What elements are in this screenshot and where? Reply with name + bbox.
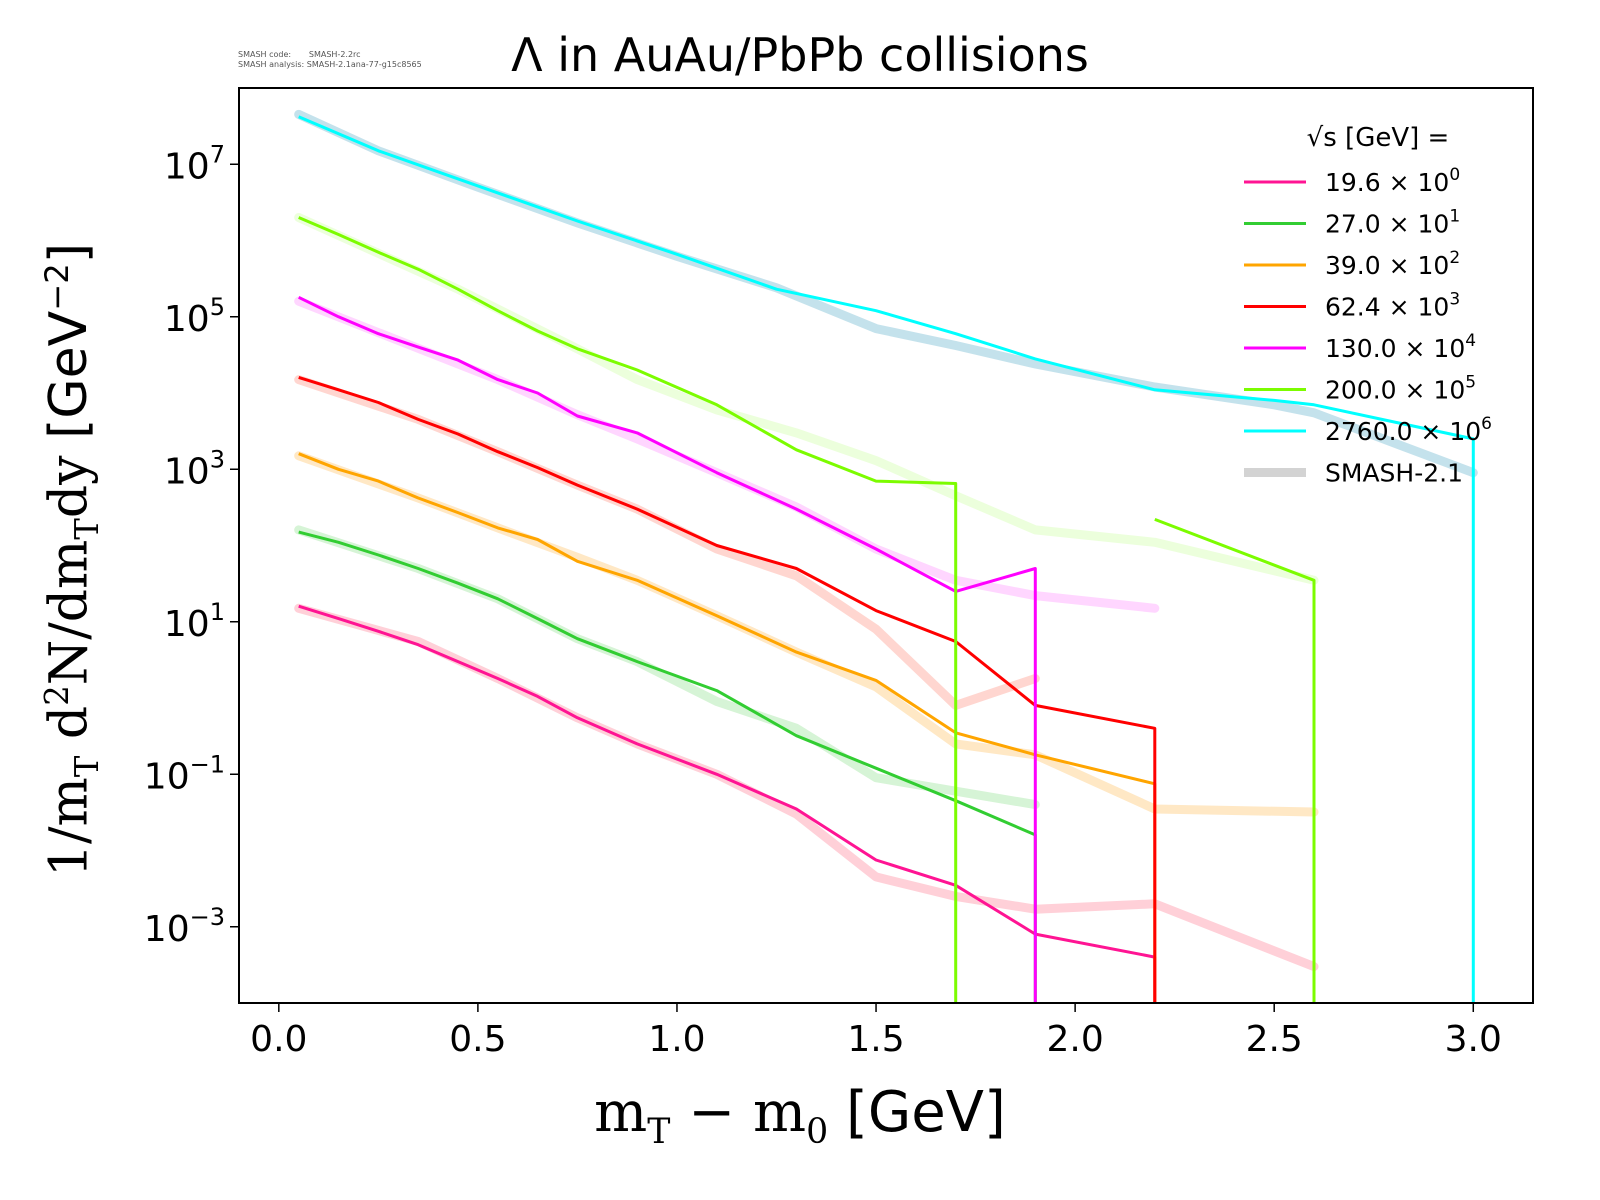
legend-label: 2760.0 × 106 bbox=[1325, 414, 1492, 446]
x-tick-label: 1.5 bbox=[847, 1019, 904, 1060]
smash-code-label: SMASH code: bbox=[238, 50, 292, 59]
series-curve-5 bbox=[298, 216, 958, 1003]
x-axis-label: mT − m0 [GeV] bbox=[594, 1080, 1006, 1153]
reference-curve-4 bbox=[294, 296, 1160, 613]
plot-frame bbox=[238, 87, 1534, 1004]
smash-version-info: SMASH code: SMASH-2.2rc SMASH analysis: … bbox=[238, 50, 422, 70]
reference-curve-5 bbox=[294, 213, 1319, 585]
legend-label: 27.0 × 101 bbox=[1325, 207, 1460, 239]
reference-curve-0 bbox=[294, 603, 1319, 972]
series-curve-0 bbox=[298, 604, 1157, 1003]
legend-label: 130.0 × 104 bbox=[1325, 331, 1476, 363]
legend: √s [GeV] = 19.6 × 100 27.0 × 101 39.0 × 102… bbox=[1244, 123, 1492, 488]
reference-curves bbox=[294, 109, 1478, 972]
y-tick-label: 101 bbox=[164, 598, 225, 645]
x-tick-label: 0.0 bbox=[250, 1019, 307, 1060]
smash-analysis-value: SMASH-2.1ana-77-g15c8565 bbox=[306, 60, 422, 69]
y-tick-label: 10−3 bbox=[144, 903, 225, 950]
x-tick-label: 0.5 bbox=[449, 1019, 506, 1060]
reference-curve-3 bbox=[294, 375, 1040, 710]
legend-label: SMASH-2.1 bbox=[1325, 459, 1463, 488]
x-tick-label: 2.5 bbox=[1246, 1019, 1303, 1060]
y-tick-label: 107 bbox=[164, 140, 225, 187]
series-curve-1 bbox=[298, 530, 1037, 1003]
x-tick-label: 1.0 bbox=[648, 1019, 705, 1060]
y-axis-ticks: 107 105 103 101 10−1 10−3 bbox=[144, 140, 239, 950]
x-tick-label: 2.0 bbox=[1046, 1019, 1103, 1060]
legend-label: 62.4 × 103 bbox=[1325, 290, 1460, 322]
chart-title: Λ in AuAu/PbPb collisions bbox=[511, 28, 1089, 82]
y-tick-label: 10−1 bbox=[144, 750, 225, 797]
y-tick-label: 105 bbox=[164, 293, 225, 340]
x-tick-label: 3.0 bbox=[1445, 1019, 1502, 1060]
legend-title: √s [GeV] = bbox=[1307, 123, 1450, 153]
smash-analysis-label: SMASH analysis: bbox=[238, 60, 305, 69]
series-curve-3 bbox=[298, 375, 1157, 1003]
smash-code-value: SMASH-2.2rc bbox=[308, 50, 361, 59]
data-curves bbox=[298, 115, 1475, 1003]
series-curve-7 bbox=[298, 115, 1475, 1003]
series-curve-2 bbox=[298, 452, 1157, 1003]
series-curve-6 bbox=[1154, 517, 1316, 1003]
y-tick-label: 103 bbox=[164, 445, 225, 492]
legend-label: 19.6 × 100 bbox=[1325, 165, 1460, 197]
legend-label: 200.0 × 105 bbox=[1325, 373, 1476, 405]
x-axis-ticks: 0.0 0.5 1.0 1.5 2.0 2.5 3.0 bbox=[250, 1003, 1502, 1060]
series-curve-4 bbox=[298, 295, 1037, 1003]
legend-label: 39.0 × 102 bbox=[1325, 248, 1460, 280]
